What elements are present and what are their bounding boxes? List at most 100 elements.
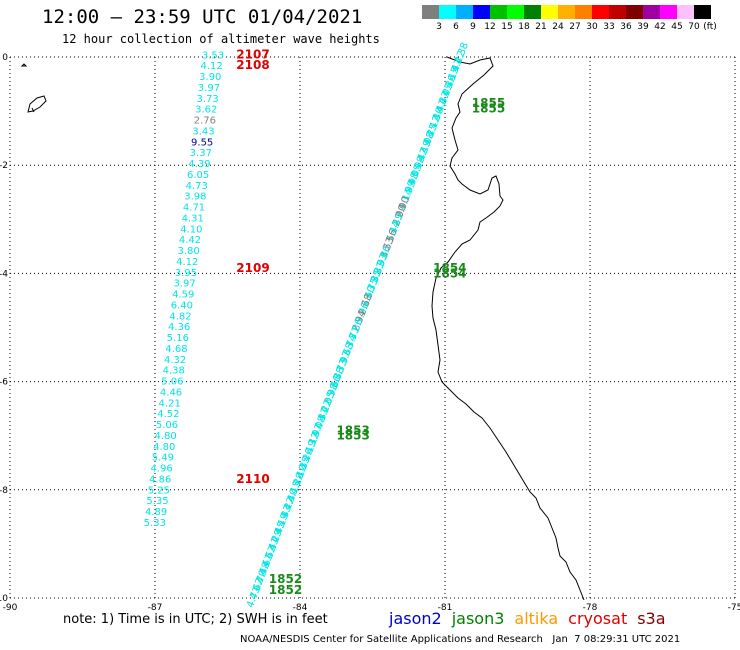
page-subtitle: 12 hour collection of altimeter wave hei… (62, 32, 380, 46)
lat-tick-label: -2 (0, 161, 8, 171)
wave-height-value: 5.25 (148, 485, 170, 496)
time-label-cryosat: 2108 (236, 58, 269, 72)
color-scale-label: 36 (620, 22, 632, 32)
wave-height-value: 4.89 (145, 507, 167, 518)
color-scale-label: 24 (552, 22, 564, 32)
wave-height-value: 4.59 (172, 290, 194, 301)
color-swatch (609, 5, 626, 19)
wave-height-value: 4.39 (188, 159, 210, 170)
wave-height-value: 6.40 (171, 300, 193, 311)
color-scale-label: 21 (535, 22, 547, 32)
color-swatch (575, 5, 592, 19)
time-label-jason3: 1854 (433, 266, 466, 280)
time-label-jason3: 1853 (336, 429, 369, 443)
time-label-cryosat: 2110 (236, 472, 269, 486)
legend-item-jason3: jason3 (451, 609, 505, 628)
time-label-jason3: 1852 (269, 572, 302, 586)
wave-height-value: 4.31 (182, 213, 204, 224)
color-swatch (439, 5, 456, 19)
color-swatch (694, 5, 711, 19)
color-scale-label: 18 (518, 22, 530, 32)
page-title: 12:00 – 23:59 UTC 01/04/2021 (42, 6, 363, 28)
color-scale-label: 70 (688, 22, 700, 32)
color-swatch (660, 5, 677, 19)
color-swatch (592, 5, 609, 19)
wave-height-value: 3.97 (173, 279, 195, 290)
color-scale-label: 9 (470, 22, 476, 32)
wave-height-value: 4.96 (150, 464, 172, 475)
wave-height-value: 5.49 (152, 453, 174, 464)
color-scale-label: 6 (453, 22, 459, 32)
wave-height-value: 4.46 (160, 387, 182, 398)
color-swatch (490, 5, 507, 19)
wave-height-value: 5.33 (144, 518, 166, 529)
galapagos-island-outline (20, 63, 47, 113)
map-grid: -90 -87 -84 -81 -78 -75 0 -2 -4 -6 -8 -10 (0, 53, 740, 613)
color-swatch (626, 5, 643, 19)
wave-height-value: 4.86 (149, 474, 171, 485)
lat-tick-label: 0 (2, 53, 8, 63)
color-swatch (507, 5, 524, 19)
wave-height-value: 3.98 (184, 192, 206, 203)
wave-height-value: 4.36 (168, 322, 190, 333)
lat-tick-label: -10 (0, 594, 8, 604)
color-scale-label: 3 (436, 22, 442, 32)
wave-height-value: 4.21 (159, 398, 181, 409)
lat-tick-label: -6 (0, 378, 8, 388)
color-swatch (473, 5, 490, 19)
color-scale-label: 45 (671, 22, 683, 32)
color-scale-label: 33 (603, 22, 615, 32)
lat-tick-label: -4 (0, 269, 8, 279)
color-swatch (422, 5, 439, 19)
wave-height-value: 4.42 (179, 235, 201, 246)
color-swatch (558, 5, 575, 19)
color-scale-label: 42 (654, 22, 666, 32)
lon-tick-label: -87 (148, 603, 163, 613)
lon-tick-label: -81 (438, 603, 453, 613)
time-label-jason3: 1854 (433, 261, 466, 275)
color-swatch (524, 5, 541, 19)
wave-height-value: 4.71 (245, 585, 263, 610)
wave-height-value: 4.68 (165, 344, 187, 355)
lon-tick-label: -90 (3, 603, 18, 613)
legend-item-jason2: jason2 (389, 609, 442, 628)
wave-height-value: 3.43 (192, 126, 214, 137)
wave-height-value: 2.76 (194, 116, 216, 127)
wave-height-value: 3.53 (202, 50, 224, 61)
satellite-legend: jason2 jason3 altika cryosat s3a (389, 609, 676, 628)
time-label-jason3: 1853 (336, 423, 369, 437)
legend-item-s3a: s3a (637, 609, 666, 628)
wave-height-value: 5.35 (146, 496, 168, 507)
wave-height-value: 4.10 (180, 224, 202, 235)
color-scale-label: 12 (484, 22, 496, 32)
color-scale-label: 39 (637, 22, 649, 32)
lat-tick-label: -8 (0, 486, 8, 496)
wave-height-value: 5.06 (156, 420, 178, 431)
time-label-cryosat: 2109 (236, 261, 269, 275)
color-swatch (456, 5, 473, 19)
wave-height-value: 4.12 (201, 61, 223, 72)
wave-height-value: 3.97 (198, 83, 220, 94)
wave-height-value: 5.06 (161, 377, 183, 388)
wave-height-value: 4.80 (155, 431, 177, 442)
legend-item-cryosat: cryosat (568, 609, 628, 628)
color-swatch (541, 5, 558, 19)
time-label-cryosat: 2107 (236, 47, 269, 61)
lon-tick-label: -75 (728, 603, 740, 613)
wave-height-value: 3.95 (175, 268, 197, 279)
wave-height-value: 5.16 (167, 333, 189, 344)
color-swatch (677, 5, 694, 19)
lon-tick-label: -84 (293, 603, 308, 613)
footer-note: note: 1) Time is in UTC; 2) SWH is in fe… (63, 612, 328, 627)
wave-height-value: 4.38 (163, 366, 185, 377)
wave-height-value: 3.90 (199, 72, 221, 83)
wave-height-value: 6.05 (187, 170, 209, 181)
wave-height-value: 9.55 (191, 137, 213, 148)
wave-height-value: 3.80 (178, 246, 200, 257)
color-scale-unit: (ft) (703, 22, 717, 32)
color-scale-label: 27 (569, 22, 581, 32)
time-label-jason3: 1855 (472, 96, 505, 110)
jason3-track-values: 4.384.224.474.154.364.054.334.414.304.12… (245, 41, 471, 609)
time-label-jason3: 1855 (472, 101, 505, 115)
